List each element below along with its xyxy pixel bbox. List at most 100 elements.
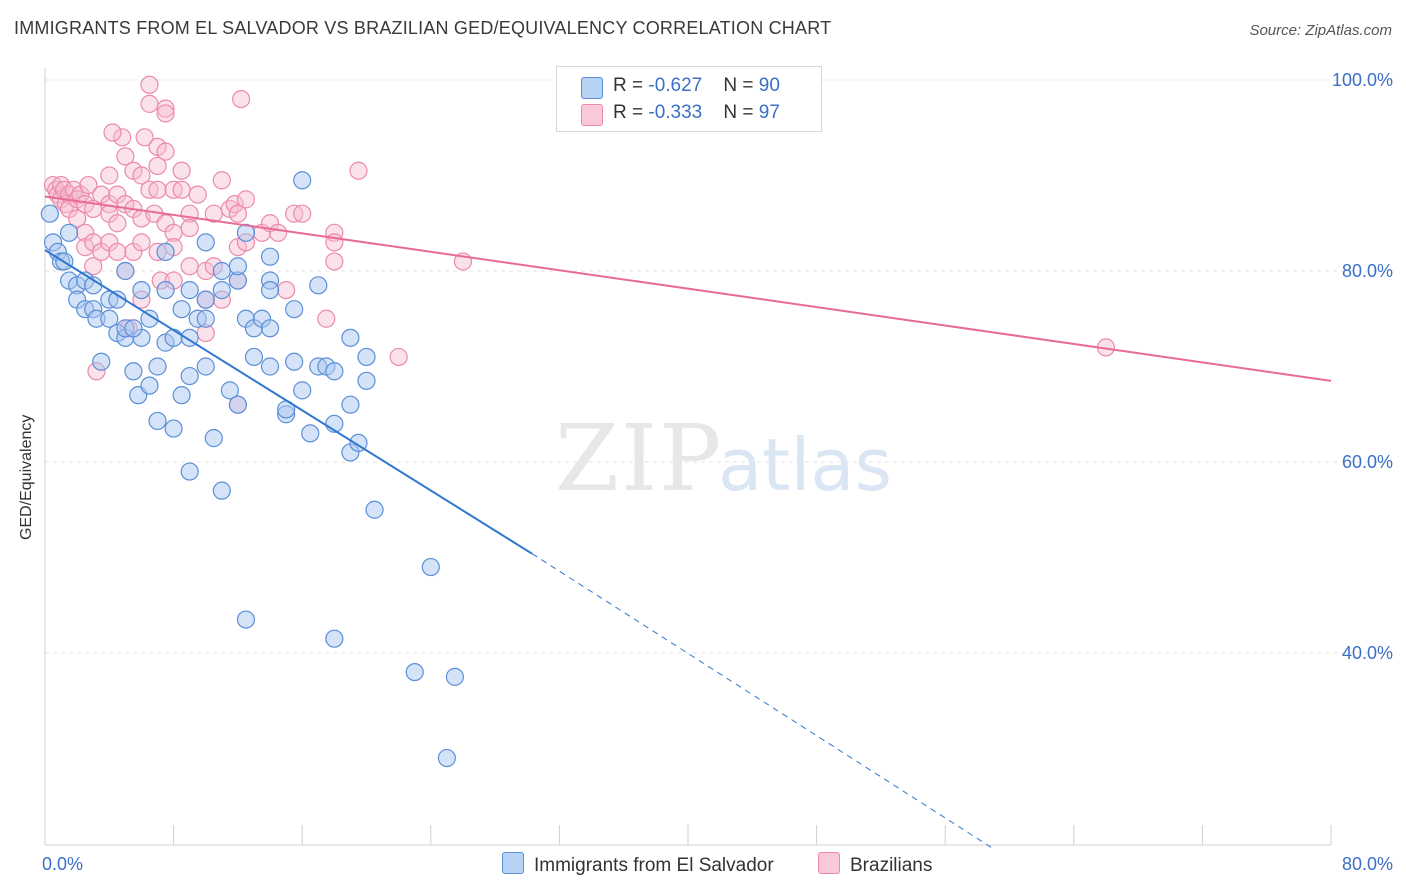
watermark-zip: ZIP: [555, 405, 723, 512]
el-salvador-point: [357, 371, 376, 390]
el-salvador-point: [260, 247, 280, 266]
brazilians-point: [172, 161, 191, 180]
el-salvador-point: [445, 667, 465, 686]
el-salvador-point: [140, 376, 159, 395]
el-salvador-point: [325, 362, 344, 381]
legend-r-label-1: R =: [613, 75, 649, 96]
legend-r-value-1: -0.627: [648, 75, 703, 96]
legend-n-label-1: N =: [723, 75, 759, 96]
el-salvador-point: [421, 557, 440, 577]
brazilians-point: [108, 242, 127, 261]
brazilians-point: [132, 166, 151, 185]
brazilians-point: [156, 104, 175, 123]
el-salvador-point: [228, 257, 247, 276]
brazilians-point: [100, 166, 119, 185]
brazilians-point: [212, 171, 231, 190]
el-salvador-point: [196, 357, 215, 376]
grid-lines: [45, 79, 1392, 654]
el-salvador-point: [293, 171, 312, 190]
brazilians-trend-line: [44, 195, 1332, 382]
y-tick-label: 100.0%: [1332, 70, 1393, 90]
el-salvador-point: [301, 424, 320, 443]
watermark-atlas: atlas: [718, 423, 892, 507]
brazilians-point: [389, 347, 408, 367]
el-salvador-point: [164, 328, 183, 347]
brazilians-point: [140, 75, 159, 94]
el-salvador-point: [100, 309, 119, 328]
bottom-swatch-pink: [818, 852, 840, 874]
brazilians-point: [236, 190, 256, 209]
y-tick-label: 60.0%: [1342, 452, 1393, 472]
el-salvador-point: [172, 386, 191, 405]
el-salvador-point: [156, 242, 175, 261]
source-label: Source: ZipAtlas.com: [1249, 22, 1392, 39]
el-salvador-point: [260, 281, 280, 300]
bottom-legend-brazilians: Brazilians: [818, 852, 932, 877]
el-salvador-points: [40, 171, 465, 768]
bottom-swatch-blue: [502, 852, 524, 874]
bottom-legend-label-2: Brazilians: [850, 855, 933, 876]
el-salvador-point: [365, 500, 384, 519]
el-salvador-point: [285, 300, 304, 319]
brazilians-point: [228, 204, 247, 223]
brazilians-point: [268, 223, 288, 242]
brazilians-point: [156, 142, 175, 161]
el-salvador-point: [341, 328, 360, 347]
x-tick-label: 80.0%: [1342, 854, 1393, 874]
chart-title: IMMIGRANTS FROM EL SALVADOR VS BRAZILIAN…: [14, 18, 832, 38]
legend-n-value-1: 90: [758, 75, 780, 96]
el-salvador-point: [212, 261, 231, 281]
el-salvador-point: [148, 357, 167, 376]
el-salvador-point: [236, 610, 256, 629]
el-salvador-point: [180, 281, 199, 300]
brazilians-point: [317, 309, 336, 328]
el-salvador-point: [285, 352, 304, 371]
el-salvador-point: [293, 381, 312, 400]
brazilians-point: [103, 123, 122, 142]
el-salvador-point: [228, 395, 247, 414]
el-salvador-point: [325, 629, 344, 648]
brazilians-point: [325, 252, 344, 271]
brazilians-point: [148, 180, 167, 199]
brazilians-point: [108, 214, 127, 233]
brazilians-point: [188, 185, 207, 204]
el-salvador-point: [244, 347, 264, 367]
el-salvador-point: [124, 319, 143, 338]
trend-lines: [44, 195, 1332, 850]
el-salvador-point: [92, 352, 111, 371]
brazilians-point: [113, 128, 132, 147]
el-salvador-point: [196, 290, 215, 309]
el-salvador-point: [156, 281, 175, 300]
brazilians-point: [156, 99, 175, 118]
el-salvador-point: [40, 204, 59, 223]
legend-r-value-2: -0.333: [648, 102, 703, 123]
el-salvador-point: [405, 662, 424, 682]
el-salvador-trend-extension: [531, 553, 994, 850]
el-salvador-point: [180, 462, 199, 481]
el-salvador-point: [60, 223, 79, 242]
el-salvador-point: [341, 395, 360, 414]
el-salvador-point: [132, 281, 151, 300]
el-salvador-point: [309, 276, 328, 295]
tick-labels: 40.0% 60.0% 80.0% 100.0% 0.0% 80.0%: [42, 70, 1393, 874]
el-salvador-point: [220, 381, 239, 400]
el-salvador-point: [260, 319, 280, 338]
el-salvador-point: [148, 411, 167, 431]
brazilians-point: [135, 128, 154, 147]
legend-n-label-2: N =: [723, 102, 759, 123]
el-salvador-point: [172, 300, 191, 319]
legend-r-label-2: R =: [613, 102, 649, 123]
el-salvador-trend-line: [44, 249, 533, 555]
watermark: ZIP atlas: [555, 405, 892, 512]
brazilians-point: [180, 218, 199, 238]
el-salvador-point: [212, 281, 231, 300]
y-tick-label: 40.0%: [1342, 643, 1393, 663]
el-salvador-point: [164, 419, 183, 438]
el-salvador-point: [196, 233, 215, 252]
brazilians-point: [132, 233, 151, 252]
brazilians-point: [116, 147, 135, 166]
brazilians-point: [225, 195, 244, 214]
brazilians-point: [148, 156, 167, 176]
brazilians-point: [180, 257, 199, 276]
bottom-legend-el-salvador: Immigrants from El Salvador: [502, 852, 774, 877]
